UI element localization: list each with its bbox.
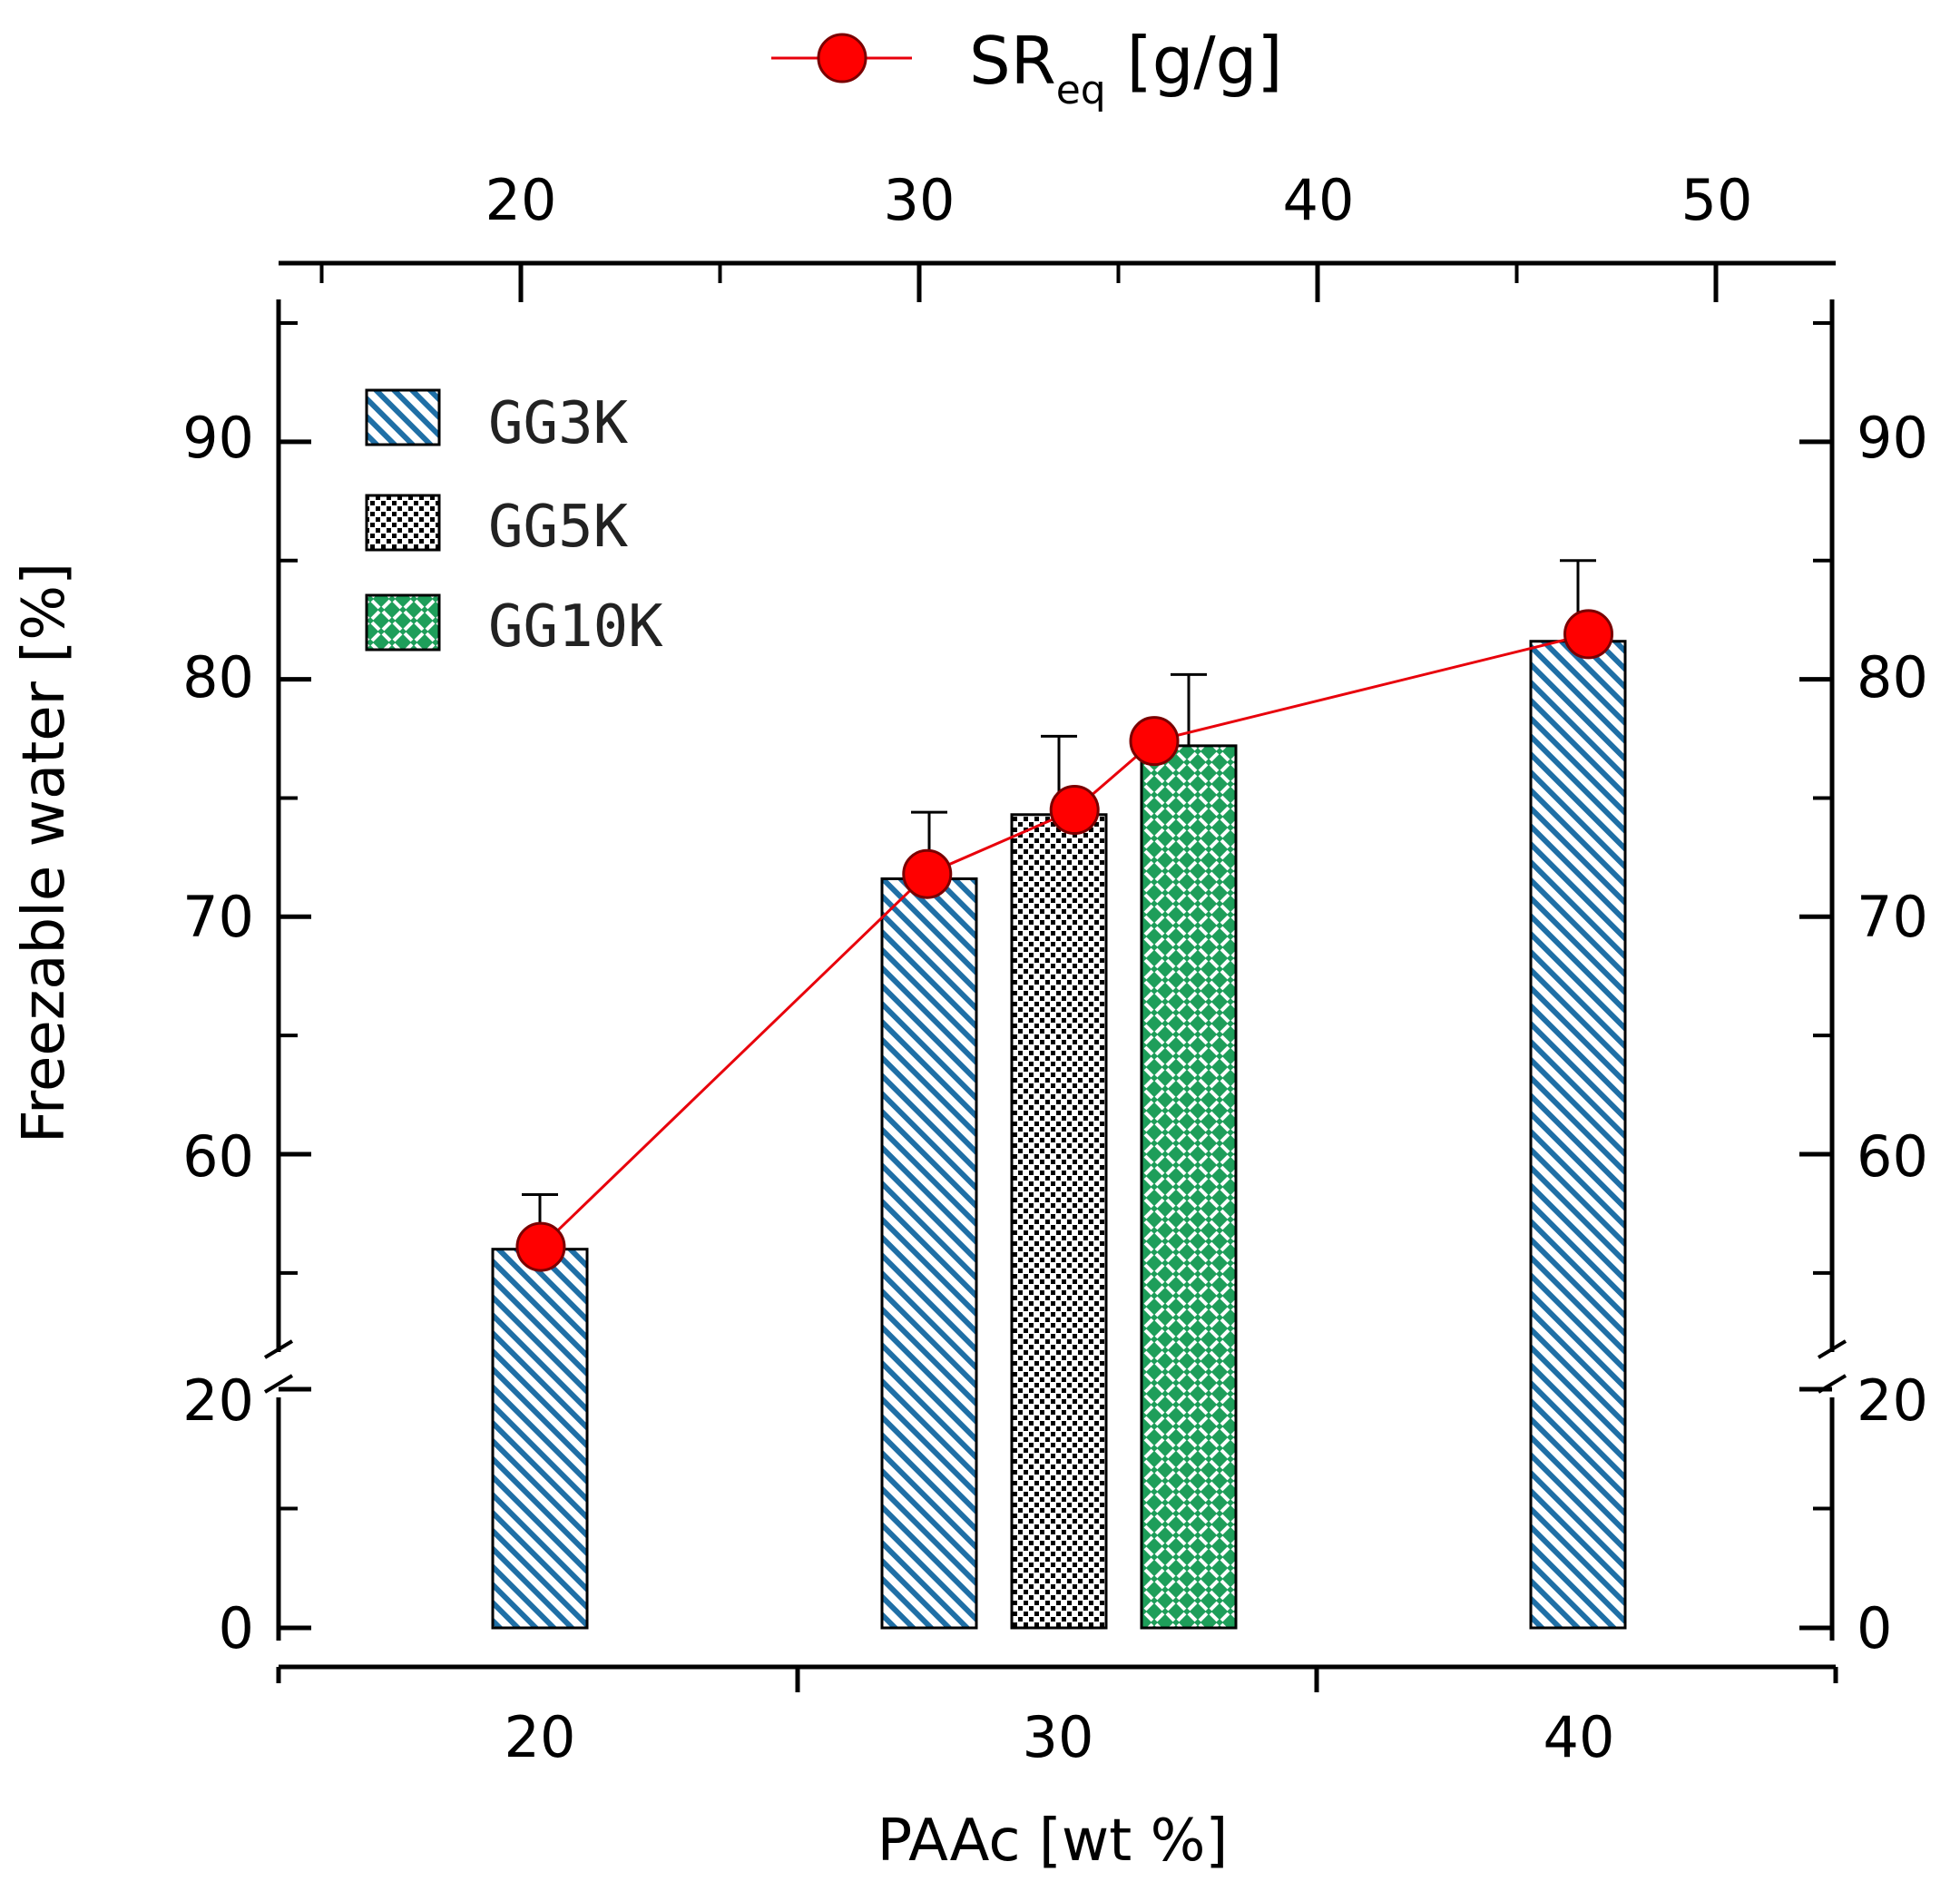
left-axis-break-mark-2: [263, 1374, 294, 1394]
right-axis-break-mark-1: [1817, 1339, 1847, 1359]
right-y-tick-label-90: 90: [1857, 405, 1928, 471]
legend: GG3K GG5K GG10K: [365, 388, 663, 661]
sr-legend-rest: [g/g]: [1106, 23, 1283, 99]
right-y-tick-label-70: 70: [1857, 884, 1928, 950]
bars: [491, 640, 1627, 1630]
legend-item-gg3k: GG3K: [365, 388, 629, 457]
sr-point-3: [1129, 716, 1180, 767]
x-tick-label-40: 40: [1544, 1704, 1615, 1770]
top-x-tick-label-50: 50: [1681, 167, 1753, 233]
y-tick-label-20: 20: [182, 1367, 254, 1434]
sr-legend-main: SR: [969, 23, 1056, 99]
bar-gg3k-0: [491, 1248, 589, 1630]
x-tick-label-20: 20: [505, 1704, 576, 1770]
bar-gg3k-4: [1529, 640, 1627, 1630]
legend-swatch-gg5k: [365, 494, 441, 552]
x-tick-label-30: 30: [1023, 1704, 1094, 1770]
sr-legend-label: SReq [g/g]: [969, 23, 1282, 113]
top-x-tick-label-30: 30: [884, 167, 956, 233]
sr-legend-marker: [817, 33, 867, 83]
bar-gg10k-3: [1140, 744, 1238, 1630]
axes: [263, 260, 1847, 1670]
legend-item-gg5k: GG5K: [365, 494, 629, 561]
tick-labels: 0 20 60 70 80 90 0 20 60 70 80 90 20 30 …: [182, 167, 1928, 1770]
bar-gg5k-2: [1010, 813, 1108, 1630]
top-x-tick-label-20: 20: [485, 167, 557, 233]
right-y-tick-label-0: 0: [1857, 1595, 1892, 1661]
legend-item-gg10k: GG10K: [365, 593, 663, 661]
legend-label-gg10k: GG10K: [488, 593, 663, 661]
y-tick-label-90: 90: [182, 405, 254, 471]
bar-gg3k-1: [880, 877, 978, 1630]
sr-legend-sub: eq: [1056, 67, 1106, 113]
right-y-tick-label-60: 60: [1857, 1123, 1928, 1190]
y-tick-label-80: 80: [182, 644, 254, 710]
sr-point-2: [1049, 785, 1100, 836]
x-axis-title: PAAc [wt %]: [877, 1808, 1229, 1875]
right-y-tick-label-80: 80: [1857, 644, 1928, 710]
legend-swatch-gg3k: [365, 388, 441, 446]
right-y-tick-label-20: 20: [1857, 1367, 1928, 1434]
legend-swatch-gg10k: [365, 593, 441, 652]
legend-label-gg3k: GG3K: [488, 390, 629, 457]
y-tick-label-0: 0: [219, 1595, 254, 1661]
sr-point-0: [515, 1221, 566, 1272]
top-x-tick-label-40: 40: [1283, 167, 1355, 233]
y-tick-label-60: 60: [182, 1123, 254, 1190]
sr-series: [515, 609, 1614, 1272]
sr-legend: SReq [g/g]: [771, 23, 1282, 113]
left-axis-break-mark-1: [263, 1339, 294, 1359]
sr-point-4: [1563, 609, 1614, 660]
sr-point-1: [902, 848, 953, 899]
y-tick-label-70: 70: [182, 884, 254, 950]
y-axis-title: Freezable water [%]: [11, 563, 78, 1143]
axis-ticks: [276, 263, 1838, 1692]
legend-label-gg5k: GG5K: [488, 494, 629, 561]
